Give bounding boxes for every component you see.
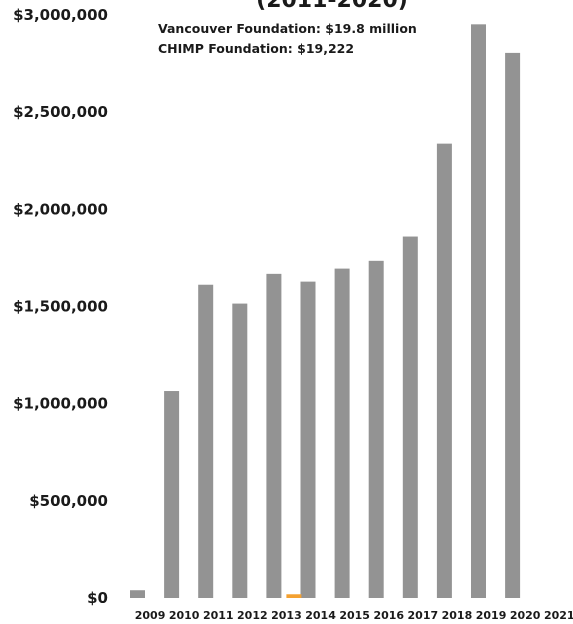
y-tick-label: $1,500,000 — [13, 298, 108, 316]
bar-vancouver — [368, 260, 384, 598]
annotation-vancouver: Vancouver Foundation: $19.8 million — [158, 21, 417, 36]
bar-vancouver — [436, 143, 452, 598]
bar-chimp — [286, 594, 302, 598]
x-tick-label: 2012 — [237, 609, 268, 622]
bar-vancouver — [198, 284, 214, 598]
bar-vancouver — [505, 52, 521, 598]
x-tick-label: 2011 — [203, 609, 234, 622]
chart-title: (2011-2020) — [256, 0, 408, 13]
bar-vancouver — [402, 236, 418, 599]
bars — [130, 24, 521, 599]
y-tick-label: $2,500,000 — [13, 103, 108, 121]
bar-vancouver — [130, 590, 145, 598]
chart-title-group: (2011-2020) — [256, 0, 408, 13]
x-tick-label: 2021 — [544, 609, 573, 622]
bar-vancouver — [232, 303, 248, 598]
annotation-chimp: CHIMP Foundation: $19,222 — [158, 41, 354, 56]
x-tick-label: 2014 — [305, 609, 336, 622]
x-tick-label: 2019 — [476, 609, 507, 622]
y-tick-label: $2,000,000 — [13, 200, 108, 218]
annotations: Vancouver Foundation: $19.8 million CHIM… — [158, 21, 417, 56]
bar-vancouver — [266, 273, 282, 598]
bar-vancouver — [164, 391, 180, 598]
x-tick-label: 2010 — [169, 609, 200, 622]
bar-vancouver — [300, 281, 316, 598]
x-tick-label: 2016 — [373, 609, 404, 622]
x-tick-label: 2009 — [135, 609, 166, 622]
x-tick-label: 2020 — [510, 609, 541, 622]
x-tick-label: 2018 — [442, 609, 473, 622]
y-tick-label: $3,000,000 — [13, 6, 108, 24]
y-tick-label: $1,000,000 — [13, 395, 108, 413]
y-tick-label: $500,000 — [29, 492, 108, 510]
bar-vancouver — [334, 268, 350, 598]
x-tick-label: 2013 — [271, 609, 302, 622]
bar-vancouver — [471, 24, 486, 598]
x-tick-label: 2017 — [408, 609, 439, 622]
x-axis: 2009 2010 2011 2012 2013 2014 2015 2016 2017 2018… — [135, 609, 573, 622]
y-axis: $0 $500,000 $1,000,000 $1,500,000 $2,000,000… — [13, 6, 108, 607]
y-tick-label: $0 — [87, 589, 108, 607]
x-tick-label: 2015 — [339, 609, 370, 622]
